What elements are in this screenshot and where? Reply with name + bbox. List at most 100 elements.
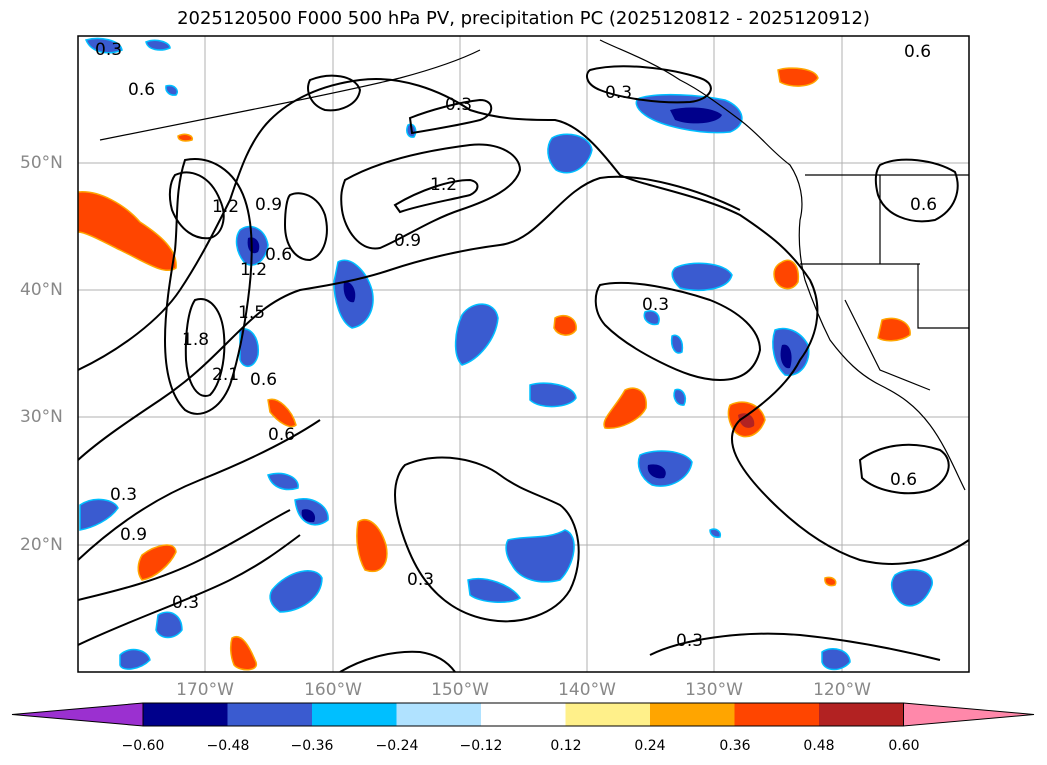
colorbar-tick-label: 0.24 — [634, 738, 666, 754]
precip-blob — [647, 464, 666, 479]
contour-label: 0.3 — [676, 631, 703, 651]
contour-label: 1.2 — [212, 197, 239, 217]
contour-label: 1.8 — [182, 330, 209, 350]
precip-blob — [780, 344, 792, 369]
precip-blob — [79, 498, 119, 531]
pv-contour — [858, 443, 950, 495]
contour-label: 0.6 — [128, 80, 155, 100]
precip-blob — [738, 413, 755, 428]
aleutian-islands — [99, 49, 481, 141]
pv-contour — [307, 74, 362, 112]
pv-contour — [649, 632, 941, 661]
precip-blob — [229, 635, 258, 671]
lon-label: 160°W — [304, 680, 362, 700]
precip-blob — [670, 334, 684, 354]
precip-blob — [673, 388, 687, 406]
colorbar-bin — [650, 703, 735, 726]
contour-label: 0.9 — [120, 525, 147, 545]
precip-blob — [165, 84, 178, 96]
colorbar-extend-low — [11, 702, 144, 727]
contour-label: 0.3 — [642, 295, 669, 315]
contour-label: 0.3 — [110, 485, 137, 505]
precip-blob — [890, 569, 933, 607]
lon-label: 170°W — [176, 680, 234, 700]
precip-blob — [637, 450, 693, 487]
pv-contour — [393, 456, 580, 623]
precip-blob — [643, 310, 660, 326]
precip-blob — [670, 107, 722, 124]
pv-contour — [408, 98, 493, 135]
contour-label: 2.1 — [212, 365, 239, 385]
contour-labels: 0.3 0.6 0.9 1.2 1.5 1.8 2.1 0.3 0.6 0.3 … — [95, 40, 937, 651]
colorbar-bin — [227, 703, 312, 726]
colorbar-tick-label: −0.12 — [459, 738, 503, 754]
colorbar-tick-label: −0.48 — [206, 738, 250, 754]
lat-label: 50°N — [20, 153, 63, 173]
pv-contour — [78, 509, 291, 601]
colorbar-tick-label: −0.60 — [121, 738, 165, 754]
pv-contour — [874, 158, 959, 223]
contour-label: 1.5 — [238, 303, 265, 323]
contour-label: 0.6 — [904, 42, 931, 62]
colorbar-tick-label: 0.48 — [803, 738, 835, 754]
pv-contour — [594, 281, 762, 382]
precip-blob — [709, 528, 722, 538]
lon-label: 130°W — [685, 680, 743, 700]
contour-label: 0.3 — [445, 95, 472, 115]
precip-blob — [119, 648, 151, 670]
colorbar-bin — [734, 703, 819, 726]
contour-label: 0.6 — [250, 370, 277, 390]
colorbar-tick-label: −0.36 — [290, 738, 334, 754]
precip-blob — [547, 133, 593, 174]
precip-blob — [267, 472, 299, 491]
map-title: 2025120500 F000 500 hPa PV, precipitatio… — [177, 8, 870, 29]
precip-blob — [269, 570, 323, 613]
lat-label: 40°N — [20, 280, 63, 300]
precip-blob — [177, 133, 194, 142]
contour-label: 0.3 — [95, 40, 122, 60]
lat-label: 30°N — [20, 407, 63, 427]
precip-positive — [78, 67, 911, 671]
precip-blob — [773, 259, 800, 290]
contour-label: 0.3 — [605, 83, 632, 103]
pv-contour — [586, 65, 712, 104]
precip-blob — [247, 237, 260, 254]
coastline-north-america — [599, 39, 966, 491]
precip-blob — [155, 611, 183, 639]
colorbar-bin — [819, 703, 904, 726]
colorbar-tick-label: 0.60 — [888, 738, 920, 754]
state-borders — [800, 175, 969, 391]
colorbar — [11, 702, 1035, 727]
precip-blob — [454, 303, 499, 366]
precip-blob — [267, 398, 297, 428]
precip-blob — [137, 544, 177, 581]
pv-contour — [283, 192, 328, 262]
precip-blob — [145, 39, 171, 51]
precip-blob — [777, 67, 819, 87]
colorbar-bin — [396, 703, 481, 726]
pv-contour — [339, 650, 456, 672]
pv-contour — [78, 534, 301, 646]
precip-blob — [821, 648, 851, 671]
pv-contour — [340, 143, 522, 250]
precip-blob — [877, 317, 911, 342]
precip-blob — [301, 509, 316, 523]
contour-label: 0.6 — [890, 470, 917, 490]
colorbar-frame — [142, 702, 904, 727]
precip-blob — [239, 328, 259, 367]
contour-label: 0.3 — [407, 570, 434, 590]
colorbar-bin — [143, 703, 228, 726]
contour-label: 0.6 — [268, 425, 295, 445]
colorbar-tick-label: 0.12 — [550, 738, 582, 754]
precip-negative — [79, 37, 933, 671]
precip-blob — [84, 37, 123, 54]
contour-label: 1.2 — [430, 175, 457, 195]
colorbar-extend-high — [903, 702, 1035, 727]
colorbar-tick-label: 0.36 — [719, 738, 751, 754]
pv-contour — [168, 171, 225, 240]
precip-blob — [824, 576, 837, 587]
contour-label: 1.2 — [240, 260, 267, 280]
contour-label: 0.6 — [265, 245, 292, 265]
precip-blob — [343, 281, 356, 303]
coastlines — [99, 39, 969, 491]
